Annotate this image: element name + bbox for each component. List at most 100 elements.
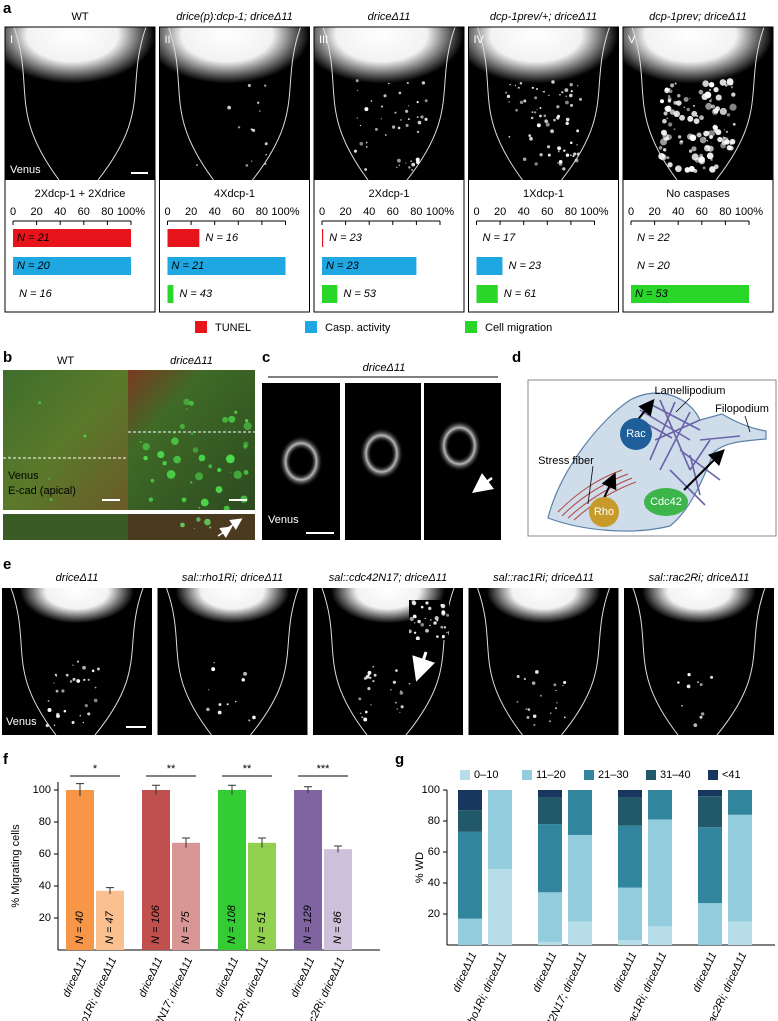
y-axis-label: % WD [414,852,426,883]
dot [415,636,420,640]
x-tick-label: 0 [473,206,479,218]
dot [720,142,727,149]
dot [547,94,550,97]
dot [569,82,573,87]
dot [692,104,696,107]
dot [47,477,51,480]
dot [243,422,252,431]
dot [83,434,87,438]
dot [447,633,449,635]
dot [723,129,726,131]
bar-segment [488,790,512,870]
bar-segment [568,834,592,922]
arrow [412,651,436,682]
dot [662,148,667,152]
dot [719,107,727,116]
dot [208,464,213,469]
arrow [601,472,617,499]
dot [691,153,699,161]
bar-segment [458,831,482,919]
error-bar [304,786,312,794]
micrograph [424,383,501,540]
dot [193,527,196,530]
dot [407,118,410,121]
dot [391,125,396,129]
n-label: N = 21 [172,260,205,272]
dot [258,110,261,112]
dot [53,682,55,684]
cell-diagram: Rac Rho Cdc42 Lamellipodium Filopodium S… [527,379,777,537]
panel-genotype: drice(p):dcp-1; driceΔ11 [176,11,293,23]
dot [681,140,684,143]
dot [534,111,537,114]
x-tick-label: driceΔ11 [136,955,165,999]
x-tick-label: driceΔ11 [530,950,559,994]
dot [372,665,375,668]
rac-label: Rac [626,428,646,440]
x-tick-label: 100% [580,206,608,218]
dot [660,154,667,161]
x-tick-label: 80 [719,206,731,218]
image-title: sal::rho1Ri; driceΔ11 [182,572,283,584]
x-tick-label: 60 [387,206,399,218]
dot [367,686,371,691]
dot [363,717,368,722]
dot [411,169,413,171]
dot [417,120,422,125]
bar [248,842,276,950]
dot [364,168,368,171]
dot [660,99,665,104]
dot [536,123,541,128]
dot [264,142,268,146]
image-label: Venus [268,514,299,526]
dot [544,119,549,124]
legend-swatch [584,770,594,780]
dot [219,489,222,491]
dot [411,162,416,167]
outline [477,27,523,180]
y-tick-label: 60 [428,846,440,858]
dot [47,700,50,702]
arrow [472,473,494,493]
dot [353,149,358,153]
dot [706,140,708,142]
dot [553,118,556,122]
dot [228,415,236,423]
panel-letter: f [3,751,9,768]
pointer [587,465,594,505]
panel-title: driceΔ11 [363,362,406,374]
dot [687,115,694,122]
dot [410,160,412,162]
dot [185,408,188,410]
dot [516,674,520,678]
dot [200,498,209,507]
bar-segment [728,921,752,945]
dot [542,91,544,93]
n-label: N = 53 [343,288,377,300]
panel-letter: g [395,751,404,768]
dot [564,88,569,93]
error-bar [152,784,160,795]
dot [557,146,561,150]
dot [509,83,511,86]
y-tick-label: 100 [33,784,51,796]
dot [547,145,551,149]
dot [706,152,714,160]
dot [94,686,97,689]
dot [166,470,176,479]
y-tick-label: 100 [422,784,440,796]
dot [34,490,37,493]
dot [428,606,432,611]
dot [660,138,668,146]
dot [725,130,729,133]
dot [356,89,359,92]
dot [243,671,248,676]
dot [696,115,699,118]
dot [691,110,698,117]
dot [536,88,538,90]
outline [406,27,456,180]
n-label: N = 22 [637,232,670,244]
dot [425,601,429,605]
stress-fiber-label: Stress fiber [538,455,594,467]
dot [424,117,428,121]
